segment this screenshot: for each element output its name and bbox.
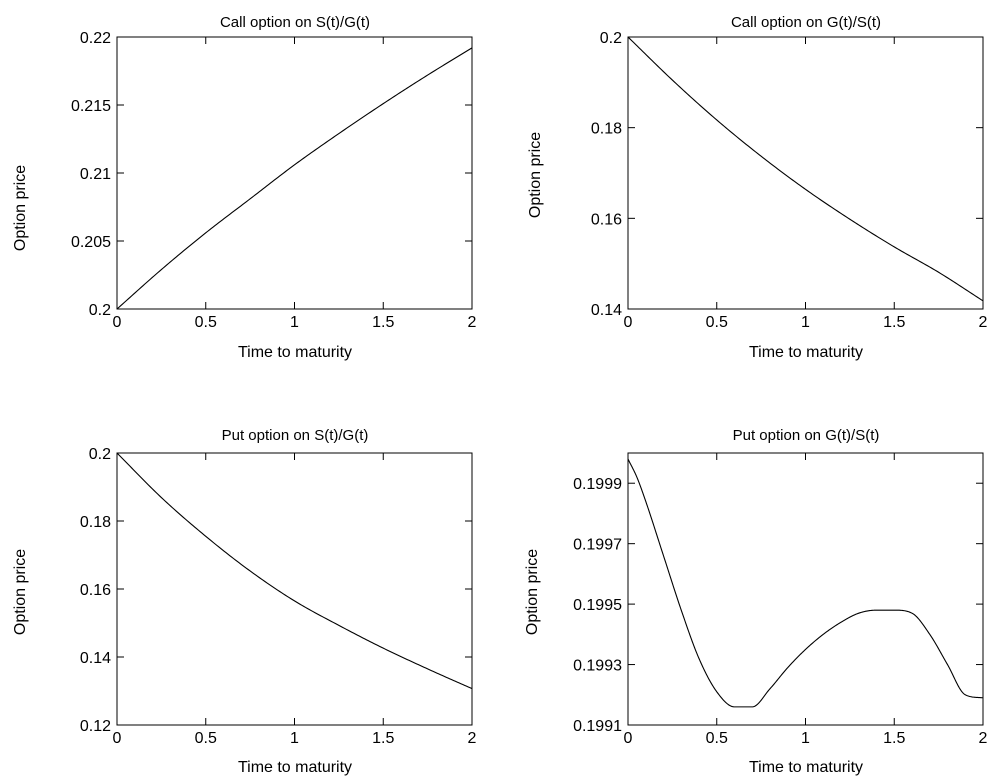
y-tick-label: 0.12: [80, 718, 111, 735]
y-tick-label: 0.21: [80, 166, 111, 183]
x-tick-label: 0: [624, 730, 633, 747]
chart-title: Call option on S(t)/G(t): [220, 14, 370, 31]
ticks: 0 0.5 1 1.5 2 0.12 0.14 0.16 0.18 0.2: [80, 446, 477, 747]
x-tick-label: 1: [290, 730, 299, 747]
ticks: 0 0.5 1 1.5 2 0.14 0.16 0.18 0.2: [591, 30, 988, 331]
y-axis-label: Option price: [524, 549, 541, 635]
chart-put-option-s-over-g: Put option on S(t)/G(t) Time to maturity…: [12, 427, 477, 776]
y-axis-label: Option price: [12, 549, 29, 635]
y-tick-label: 0.16: [80, 582, 111, 599]
x-tick-label: 0.5: [706, 314, 728, 331]
x-tick-label: 0.5: [706, 730, 728, 747]
series-line: [116, 452, 473, 690]
chart-put-option-g-over-s: Put option on G(t)/S(t) Time to maturity…: [524, 427, 988, 776]
series-line: [627, 36, 984, 302]
chart-call-option-g-over-s: Call option on G(t)/S(t) Time to maturit…: [527, 14, 988, 361]
y-axis-label: Option price: [12, 165, 29, 251]
plot-frame: [116, 36, 473, 310]
x-axis-label: Time to maturity: [238, 344, 352, 361]
y-tick-label: 0.1995: [573, 597, 622, 614]
y-tick-label: 0.2: [89, 302, 111, 319]
x-tick-label: 1: [290, 314, 299, 331]
chart-title: Put option on G(t)/S(t): [733, 427, 880, 444]
x-axis-label: Time to maturity: [749, 344, 863, 361]
y-tick-label: 0.215: [71, 98, 111, 115]
y-tick-label: 0.18: [591, 121, 622, 138]
x-tick-label: 2: [468, 314, 477, 331]
series-line: [116, 47, 473, 310]
plot-frame: [627, 36, 984, 310]
y-tick-label: 0.1997: [573, 537, 622, 554]
x-tick-label: 0: [624, 314, 633, 331]
y-tick-label: 0.22: [80, 30, 111, 47]
y-tick-label: 0.1999: [573, 476, 622, 493]
x-tick-label: 0.5: [195, 314, 217, 331]
x-axis-label: Time to maturity: [238, 759, 352, 776]
plot-frame: [116, 452, 473, 726]
x-tick-label: 2: [468, 730, 477, 747]
x-tick-label: 2: [979, 730, 988, 747]
series-line: [627, 458, 984, 708]
x-tick-label: 1.5: [372, 730, 394, 747]
x-tick-label: 1: [801, 314, 810, 331]
y-tick-label: 0.18: [80, 514, 111, 531]
y-tick-label: 0.16: [591, 211, 622, 228]
y-tick-label: 0.2: [89, 446, 111, 463]
y-tick-label: 0.2: [600, 30, 622, 47]
x-tick-label: 0: [113, 730, 122, 747]
y-tick-label: 0.14: [591, 302, 622, 319]
x-tick-label: 0.5: [195, 730, 217, 747]
chart-title: Put option on S(t)/G(t): [222, 427, 369, 444]
x-tick-label: 2: [979, 314, 988, 331]
x-tick-label: 1.5: [883, 730, 905, 747]
x-tick-label: 1.5: [372, 314, 394, 331]
y-tick-label: 0.1993: [573, 658, 622, 675]
ticks: 0 0.5 1 1.5 2 0.2 0.205 0.21 0.215 0.22: [71, 30, 477, 331]
x-tick-label: 0: [113, 314, 122, 331]
x-axis-label: Time to maturity: [749, 759, 863, 776]
chart-title: Call option on G(t)/S(t): [731, 14, 881, 31]
y-tick-label: 0.14: [80, 650, 111, 667]
plot-frame: [627, 452, 984, 726]
x-tick-label: 1.5: [883, 314, 905, 331]
x-tick-label: 1: [801, 730, 810, 747]
chart-call-option-s-over-g: Call option on S(t)/G(t) Time to maturit…: [12, 14, 477, 361]
y-axis-label: Option price: [527, 132, 544, 218]
ticks: 0 0.5 1 1.5 2 0.1991 0.1993 0.1995 0.1997 0.1999: [573, 453, 988, 747]
y-tick-label: 0.1991: [573, 718, 622, 735]
y-tick-label: 0.205: [71, 234, 111, 251]
